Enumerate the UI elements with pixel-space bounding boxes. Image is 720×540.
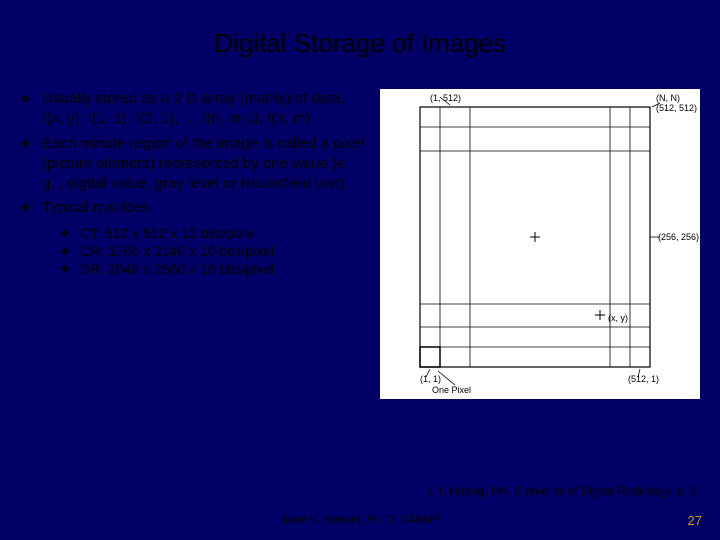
sub-bullet-item: ❖ CR: 1760 x 2140 x 10 bits/pixel	[60, 243, 365, 259]
sub-bullet-item: ❖ DR: 2048 x 2560 x 16 bits/pixel	[60, 261, 365, 277]
sub-bullet-text: CT: 512 x 512 x 12 bits/pixel	[80, 225, 255, 241]
sub-bullet-text: CR: 1760 x 2140 x 10 bits/pixel	[80, 243, 274, 259]
italic-term: pixel	[333, 135, 364, 152]
main-bullets: ❖ Usually stored as a 2 D array (matrix)…	[20, 89, 365, 219]
citation: c. f. Huang, HK. Elements of Digital Rad…	[426, 484, 700, 498]
bullet-text: Typical matrices:	[42, 198, 365, 218]
bullet-text: Each minute region of the image is calle…	[42, 134, 365, 195]
svg-text:(1, 512): (1, 512)	[430, 93, 461, 103]
diamond-bullet-icon: ❖	[20, 134, 42, 195]
svg-text:(512, 1): (512, 1)	[628, 374, 659, 384]
diamond-bullet-icon: ❖	[20, 198, 42, 218]
bullet-text: Usually stored as a 2 D array (matrix) o…	[42, 89, 365, 130]
diamond-bullet-icon: ❖	[20, 89, 42, 130]
svg-text:(512, 512): (512, 512)	[656, 103, 697, 113]
sub-bullet-text: DR: 2048 x 2560 x 16 bits/pixel	[80, 261, 274, 277]
sub-bullets: ❖ CT: 512 x 512 x 12 bits/pixel ❖ CR: 17…	[60, 225, 365, 277]
page-number: 27	[688, 513, 702, 528]
bullet-column: ❖ Usually stored as a 2 D array (matrix)…	[20, 89, 365, 399]
bullet-item: ❖ Usually stored as a 2 D array (matrix)…	[20, 89, 365, 130]
svg-text:(x, y): (x, y)	[608, 313, 628, 323]
diamond-bullet-icon: ❖	[60, 225, 80, 241]
content-area: ❖ Usually stored as a 2 D array (matrix)…	[0, 59, 720, 399]
footer-author: Brent K. Stewart, Ph. D, DABMP	[0, 514, 720, 526]
svg-text:One Pixel: One Pixel	[432, 385, 471, 395]
bullet-item: ❖ Typical matrices:	[20, 198, 365, 218]
svg-text:(1, 1): (1, 1)	[420, 374, 441, 384]
title-text: Digital Storage of Images	[214, 28, 506, 59]
diagram-svg: (1, 512) (N, N) (512, 512) (256, 256) (x…	[380, 89, 700, 399]
diagram-column: (1, 512) (N, N) (512, 512) (256, 256) (x…	[380, 89, 700, 399]
sub-bullet-item: ❖ CT: 512 x 512 x 12 bits/pixel	[60, 225, 365, 241]
slide: Digital Storage of Images ❖ Usually stor…	[0, 0, 720, 540]
diamond-bullet-icon: ❖	[60, 261, 80, 277]
pixel-matrix-diagram: (1, 512) (N, N) (512, 512) (256, 256) (x…	[380, 89, 700, 399]
bullet-item: ❖ Each minute region of the image is cal…	[20, 134, 365, 195]
diamond-bullet-icon: ❖	[60, 243, 80, 259]
slide-title: Digital Storage of Images	[0, 0, 720, 59]
svg-text:(256, 256): (256, 256)	[658, 232, 699, 242]
svg-text:(N, N): (N, N)	[656, 93, 680, 103]
